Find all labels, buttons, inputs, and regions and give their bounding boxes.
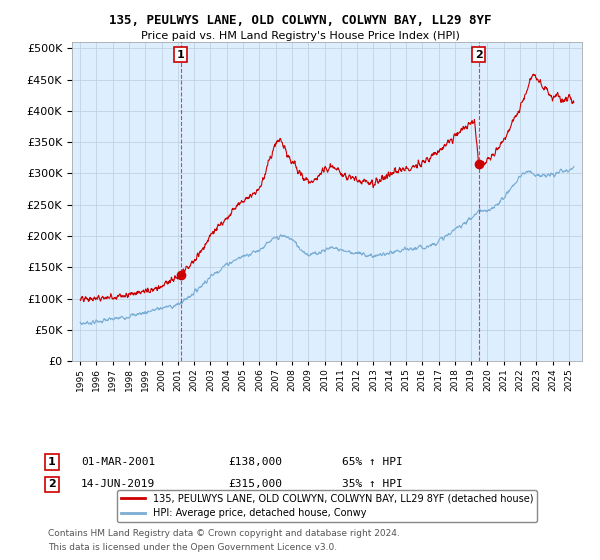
Text: £138,000: £138,000 (228, 457, 282, 467)
Text: 1: 1 (48, 457, 56, 467)
Legend: 135, PEULWYS LANE, OLD COLWYN, COLWYN BAY, LL29 8YF (detached house), HPI: Avera: 135, PEULWYS LANE, OLD COLWYN, COLWYN BA… (117, 489, 537, 522)
Text: Contains HM Land Registry data © Crown copyright and database right 2024.: Contains HM Land Registry data © Crown c… (48, 529, 400, 538)
Text: 1: 1 (177, 49, 185, 59)
Text: 135, PEULWYS LANE, OLD COLWYN, COLWYN BAY, LL29 8YF: 135, PEULWYS LANE, OLD COLWYN, COLWYN BA… (109, 14, 491, 27)
Text: Price paid vs. HM Land Registry's House Price Index (HPI): Price paid vs. HM Land Registry's House … (140, 31, 460, 41)
Text: This data is licensed under the Open Government Licence v3.0.: This data is licensed under the Open Gov… (48, 543, 337, 552)
Text: £315,000: £315,000 (228, 479, 282, 489)
Text: 2: 2 (48, 479, 56, 489)
Text: 01-MAR-2001: 01-MAR-2001 (81, 457, 155, 467)
Text: 35% ↑ HPI: 35% ↑ HPI (342, 479, 403, 489)
Text: 2: 2 (475, 49, 482, 59)
Text: 14-JUN-2019: 14-JUN-2019 (81, 479, 155, 489)
Text: 65% ↑ HPI: 65% ↑ HPI (342, 457, 403, 467)
